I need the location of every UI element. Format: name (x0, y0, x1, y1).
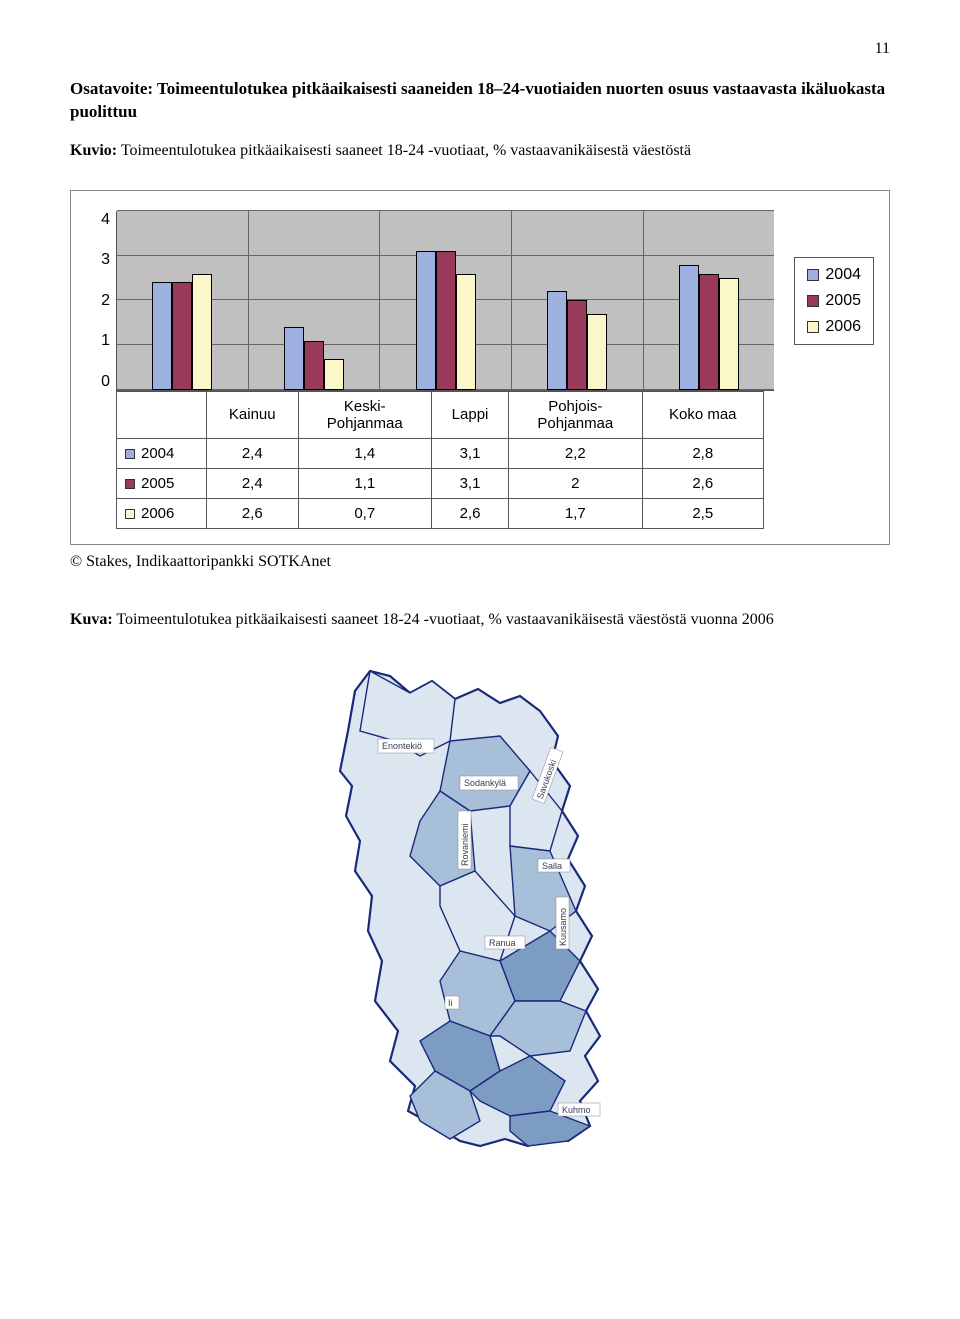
legend-swatch (807, 269, 819, 281)
bar (587, 314, 607, 390)
table-cell: 2,2 (509, 438, 642, 468)
table-row-header: 2005 (117, 468, 207, 498)
bar (192, 274, 212, 390)
table-cell: 3,1 (431, 468, 508, 498)
svg-text:Rovaniemi: Rovaniemi (460, 823, 470, 866)
kuva-text: Toimeentulotukea pitkäaikaisesti saaneet… (116, 611, 773, 628)
bar (547, 291, 567, 389)
source-text: © Stakes, Indikaattoripankki SOTKAnet (70, 553, 890, 571)
table-row: 20052,41,13,122,6 (117, 468, 764, 498)
legend-swatch (807, 295, 819, 307)
table-cell: 0,7 (298, 498, 431, 528)
bar (284, 327, 304, 390)
table-cell: 2,5 (642, 498, 763, 528)
svg-text:Salla: Salla (542, 861, 562, 871)
table-cell: 1,4 (298, 438, 431, 468)
table-cell: 2,6 (207, 498, 299, 528)
table-row-header: 2004 (117, 438, 207, 468)
table-row: 20042,41,43,12,22,8 (117, 438, 764, 468)
table-cell: 1,7 (509, 498, 642, 528)
y-tick: 3 (101, 251, 110, 269)
table-cell: 2,6 (642, 468, 763, 498)
bar (416, 251, 436, 390)
svg-text:Ranua: Ranua (489, 938, 516, 948)
page-title: Osatavoite: Toimeentulotukea pitkäaikais… (70, 78, 890, 124)
y-axis: 4 3 2 1 0 (86, 211, 116, 391)
legend-label: 2004 (825, 266, 861, 284)
table-cell: 1,1 (298, 468, 431, 498)
page-number: 11 (70, 40, 890, 58)
svg-text:Ii: Ii (448, 998, 453, 1008)
bar (172, 282, 192, 389)
table-cell: 2,4 (207, 468, 299, 498)
kuvio-label: Kuvio: (70, 142, 117, 159)
table-col-header: Pohjois- Pohjanmaa (509, 391, 642, 438)
bar (567, 300, 587, 390)
bar (304, 341, 324, 390)
y-tick: 0 (101, 373, 110, 391)
table-col-header: Lappi (431, 391, 508, 438)
table-cell: 2 (509, 468, 642, 498)
table-cell: 3,1 (431, 438, 508, 468)
table-col-header: Kainuu (207, 391, 299, 438)
bar-group (249, 211, 381, 390)
kuva-label: Kuva: (70, 611, 113, 628)
svg-text:Kuhmo: Kuhmo (562, 1105, 591, 1115)
legend-item: 2005 (807, 292, 861, 310)
plot-area (116, 211, 774, 391)
map: Enontekiö Sodankylä Savukoski Salla Rova… (70, 641, 890, 1166)
bar (699, 274, 719, 390)
svg-text:Sodankylä: Sodankylä (464, 778, 506, 788)
bar-group (512, 211, 644, 390)
bar (679, 265, 699, 390)
table-col-header: Keski- Pohjanmaa (298, 391, 431, 438)
bar-group (380, 211, 512, 390)
kuva-line: Kuva: Toimeentulotukea pitkäaikaisesti s… (70, 611, 890, 629)
legend: 2004 2005 2006 (794, 257, 874, 345)
bar (324, 359, 344, 390)
svg-text:Enontekiö: Enontekiö (382, 741, 422, 751)
legend-swatch (807, 321, 819, 333)
chart-box: 43210 200420052006 KainuuKeski- Pohjanma… (70, 190, 890, 545)
legend-item: 2006 (807, 318, 861, 336)
bar (456, 274, 476, 390)
table-col-header: Koko maa (642, 391, 763, 438)
y-tick: 1 (101, 332, 110, 350)
row-swatch (125, 479, 135, 489)
table-cell: 2,8 (642, 438, 763, 468)
legend-item: 2004 (807, 266, 861, 284)
table-row-header: 2006 (117, 498, 207, 528)
y-tick: 2 (101, 292, 110, 310)
y-tick: 4 (101, 211, 110, 229)
bar (436, 251, 456, 390)
table-row: 20062,60,72,61,72,5 (117, 498, 764, 528)
row-swatch (125, 509, 135, 519)
bar (152, 282, 172, 389)
svg-text:Kuusamo: Kuusamo (558, 908, 568, 946)
kuvio-text: Toimeentulotukea pitkäaikaisesti saaneet… (121, 142, 691, 159)
legend-label: 2005 (825, 292, 861, 310)
table-cell: 2,6 (431, 498, 508, 528)
table-corner (117, 391, 207, 438)
table-cell: 2,4 (207, 438, 299, 468)
bar (719, 278, 739, 390)
bar-group (117, 211, 249, 390)
data-table: KainuuKeski- PohjanmaaLappiPohjois- Pohj… (116, 391, 764, 529)
legend-label: 2006 (825, 318, 861, 336)
row-swatch (125, 449, 135, 459)
bar-group (644, 211, 775, 390)
kuvio-line: Kuvio: Toimeentulotukea pitkäaikaisesti … (70, 142, 890, 160)
